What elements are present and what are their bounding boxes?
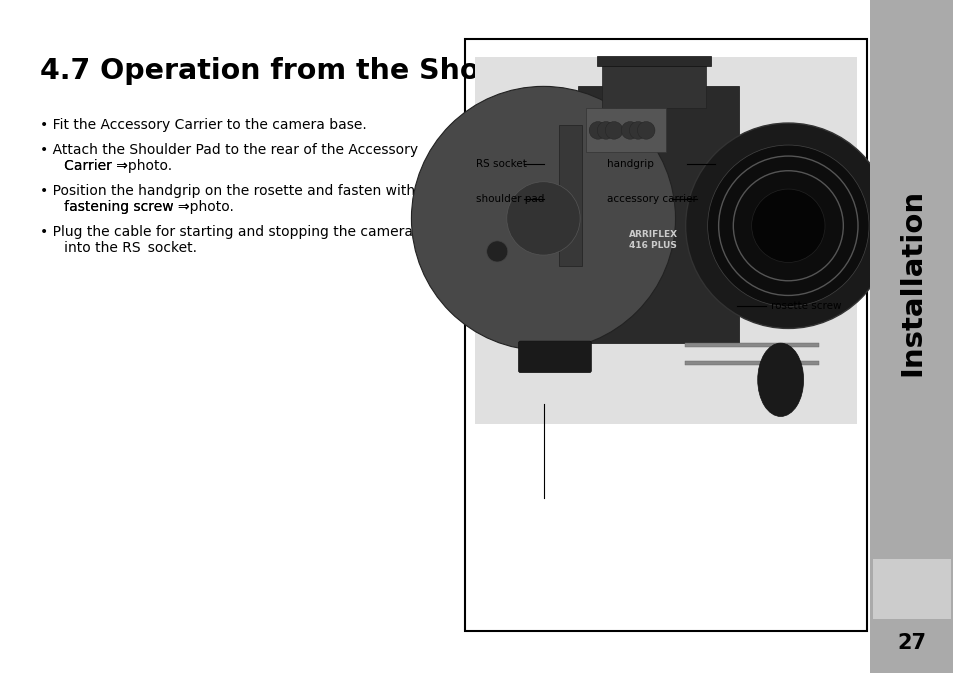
Text: Carrier ⇒: Carrier ⇒ <box>51 159 128 173</box>
Text: Installation: Installation <box>897 189 925 376</box>
Bar <box>684 343 818 347</box>
Text: ARRIFLEX
416 PLUS: ARRIFLEX 416 PLUS <box>628 230 678 250</box>
Bar <box>684 361 818 365</box>
Text: • Position the handgrip on the rosette and fasten with the: • Position the handgrip on the rosette a… <box>40 184 442 199</box>
Text: accessory carrier: accessory carrier <box>606 194 696 203</box>
Bar <box>597 57 711 67</box>
Circle shape <box>629 122 646 139</box>
Text: • Plug the cable for starting and stopping the camera: • Plug the cable for starting and stoppi… <box>40 225 413 240</box>
Circle shape <box>685 123 890 328</box>
Bar <box>869 0 953 673</box>
Bar <box>464 39 866 631</box>
Text: into the RS  socket.: into the RS socket. <box>51 241 196 255</box>
Bar <box>474 57 857 424</box>
Circle shape <box>486 241 507 262</box>
Bar <box>585 108 665 152</box>
Text: Carrier ⇒photo.: Carrier ⇒photo. <box>51 159 172 173</box>
Text: • Attach the Shoulder Pad to the rear of the Accessory: • Attach the Shoulder Pad to the rear of… <box>40 143 417 157</box>
Circle shape <box>707 145 868 306</box>
Bar <box>558 125 581 266</box>
Text: handgrip: handgrip <box>606 160 653 169</box>
Text: fastening screw ⇒photo.: fastening screw ⇒photo. <box>51 200 233 214</box>
Text: • Fit the Accessory Carrier to the camera base.: • Fit the Accessory Carrier to the camer… <box>40 118 366 132</box>
Circle shape <box>751 189 824 262</box>
Bar <box>872 559 950 619</box>
Text: 4.7 Operation from the Shoulder: 4.7 Operation from the Shoulder <box>40 57 562 85</box>
Circle shape <box>637 122 655 139</box>
Ellipse shape <box>757 343 802 417</box>
Circle shape <box>506 182 579 255</box>
Bar <box>601 65 706 108</box>
Bar <box>578 86 738 343</box>
FancyBboxPatch shape <box>518 341 591 373</box>
Circle shape <box>589 122 606 139</box>
Text: RS socket: RS socket <box>476 160 526 169</box>
Text: 27: 27 <box>897 633 925 653</box>
Text: fastening screw ⇒: fastening screw ⇒ <box>51 200 190 214</box>
Circle shape <box>411 86 675 351</box>
Circle shape <box>597 122 614 139</box>
Text: shoulder pad: shoulder pad <box>476 194 544 203</box>
Text: rosette screw: rosette screw <box>770 302 841 311</box>
Circle shape <box>620 122 639 139</box>
Text: ARRI: ARRI <box>516 205 560 222</box>
Circle shape <box>604 122 622 139</box>
